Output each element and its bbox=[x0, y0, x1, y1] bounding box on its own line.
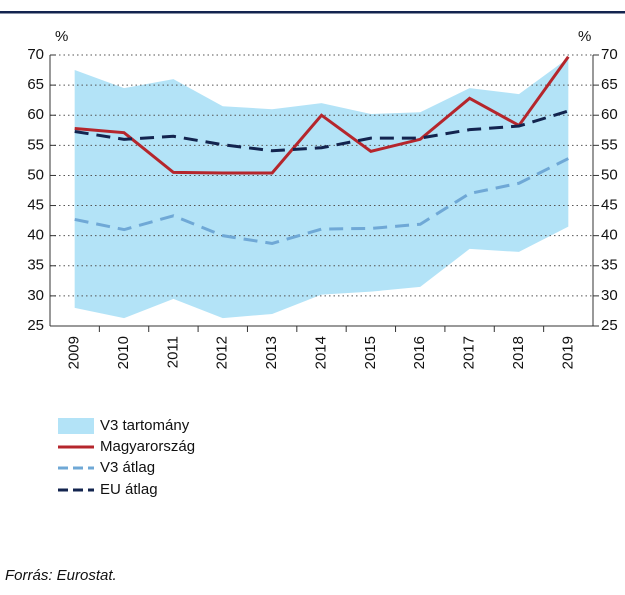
y-unit-right: % bbox=[578, 28, 591, 45]
source: Forrás: Eurostat. bbox=[5, 567, 117, 584]
y2-tick-label: 50 bbox=[601, 166, 618, 183]
y-tick-label: 40 bbox=[27, 227, 44, 244]
y2-tick-label: 45 bbox=[601, 197, 618, 214]
legend-label: Magyarország bbox=[100, 438, 195, 455]
legend-label: V3 átlag bbox=[100, 459, 155, 476]
y2-tick-label: 30 bbox=[601, 287, 618, 304]
y-tick-label: 60 bbox=[27, 106, 44, 123]
y-tick-label: 35 bbox=[27, 257, 44, 274]
legend-label: EU átlag bbox=[100, 481, 158, 498]
series-line bbox=[74, 109, 569, 153]
y-tick-label: 50 bbox=[27, 166, 44, 183]
y-unit-left: % bbox=[55, 28, 68, 45]
y-tick-label: 25 bbox=[27, 317, 44, 334]
x-tick-label: 2016 bbox=[411, 336, 428, 369]
x-tick-label: 2015 bbox=[362, 336, 379, 369]
y-tick-label: 30 bbox=[27, 287, 44, 304]
x-tick-label: 2014 bbox=[312, 336, 329, 369]
y-tick-label: 45 bbox=[27, 197, 44, 214]
y2-tick-label: 40 bbox=[601, 227, 618, 244]
y2-tick-label: 25 bbox=[601, 317, 618, 334]
x-tick-label: 2010 bbox=[115, 336, 132, 369]
x-tick-label: 2019 bbox=[559, 336, 576, 369]
y2-tick-label: 55 bbox=[601, 136, 618, 153]
y2-tick-label: 35 bbox=[601, 257, 618, 274]
series-line bbox=[74, 157, 569, 246]
y2-tick-label: 65 bbox=[601, 76, 618, 93]
y2-tick-label: 70 bbox=[601, 46, 618, 63]
x-tick-label: 2009 bbox=[66, 336, 83, 369]
x-tick-label: 2012 bbox=[214, 336, 231, 369]
x-tick-label: 2018 bbox=[510, 336, 527, 369]
y2-tick-label: 60 bbox=[601, 106, 618, 123]
x-tick-label: 2013 bbox=[263, 336, 280, 369]
y-tick-label: 55 bbox=[27, 136, 44, 153]
legend-label: V3 tartomány bbox=[100, 417, 190, 434]
x-tick-label: 2017 bbox=[461, 336, 478, 369]
legend-swatch bbox=[58, 418, 94, 434]
x-tick-label: 2011 bbox=[164, 336, 181, 368]
top-rule bbox=[0, 11, 625, 14]
y-tick-label: 65 bbox=[27, 76, 44, 93]
series-line bbox=[74, 55, 570, 175]
range-band bbox=[74, 58, 569, 319]
y-tick-label: 70 bbox=[27, 46, 44, 63]
